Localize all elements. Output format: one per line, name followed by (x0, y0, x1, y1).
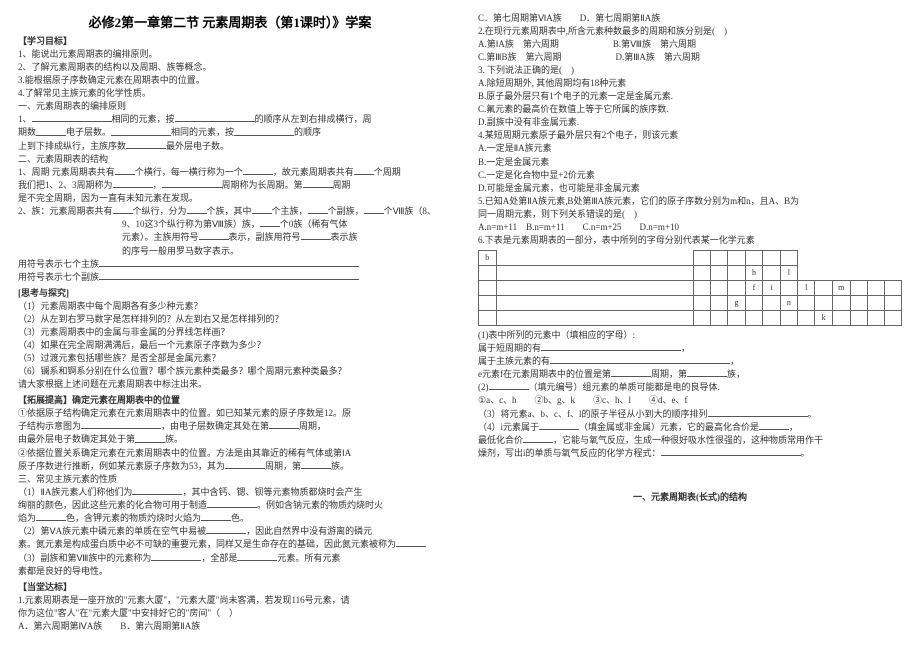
prop-2: 绚丽的颜色，因此这些元素的化合物可用于制造。例如含钠元素的物质灼烧时火 (18, 499, 442, 512)
opt-c9: D.副族中没有非金属元素. (478, 116, 902, 129)
ext-1: ①依据原子结构确定元素在元素周期表中的位置。如已知某元素的原子序数是12。原 (18, 407, 442, 420)
sub-9: 最低化合价，它能与氧气反应，生成一种很好吸水性很强的，这种物质常用作干 (478, 434, 902, 447)
para-r2: 9、10这3个纵行称为第Ⅷ族）族，个0族（稀有气体 (18, 218, 442, 231)
sub-10: 燥剂，写出i的单质与氧气反应的化学方程式：。 (478, 447, 902, 460)
ext-3: 由最外层电子数确定其处于第族。 (18, 433, 442, 446)
cell-l2: l (798, 280, 815, 295)
cell-i: i (763, 280, 780, 295)
quiz-5a: 5.已知A处第ⅡA族元素,B处第ⅢA族元素，它们的原子序数分别为m和n，且A、B… (478, 195, 902, 208)
prop-3: 焰为色，含钾元素的物质灼烧时火焰为色。 (18, 512, 442, 525)
page-title: 必修2第一章第二节 元素周期表（第1课时）》学案 (18, 12, 442, 31)
sub-3: 属于主族元素的有， (478, 355, 902, 368)
cell-k: k (815, 310, 833, 325)
prop-4: （2）第ⅤA族元素中磷元素的单质在空气中易被，因此自然界中没有游离的磷元 (18, 525, 442, 538)
ext-5: 原子序数进行推断，例如某元素原子序数为53，其为周期，第族。 (18, 460, 442, 473)
cell-h: h (745, 265, 763, 280)
opt-c11: A.一定是ⅡA族元素 (478, 142, 902, 155)
opt-c8: C.氟元素的最高价在数值上等于它所属的族序数. (478, 103, 902, 116)
sub-7: （3）将元素a、b、c、f、l的原子半径从小到大的顺序排列。 (478, 408, 902, 421)
cell-f: f (745, 280, 763, 295)
opt-c7: B.原子最外层只有1个电子的元素一定是金属元素. (478, 90, 902, 103)
cell-b: b (479, 250, 497, 265)
sub-1: (1)表中所列的元素中（填相应的字母）: (478, 329, 902, 342)
quiz-4: 4.某短周期元素原子最外层只有2个电子，则该元素 (478, 129, 902, 142)
heading-goals: 【学习目标】 (18, 35, 442, 48)
sub-4: e元素f在元素周期表中的位置是第周期，第族， (478, 368, 902, 381)
para-q1: 1、周期 元素周期表共有个横行，每一横行称为一个，故元素周期表共有个周期 (18, 166, 442, 179)
para-q3: 是不完全周期，因为一直有未知元素在发现。 (18, 192, 442, 205)
heading-extend: 【拓展提高】确定元素在周期表中的位置 (18, 394, 442, 407)
think-5: （5）过渡元素包括哪些族？是否全部是金属元素？ (18, 352, 442, 365)
goal-4: 4.了解常见主族元素的化学性质。 (18, 87, 442, 100)
prop-6: （3）副族和第Ⅷ族中的元素称为，全部是元素。所有元素 (18, 552, 442, 565)
opt-c14: D.可能是金属元素，也可能是非金属元素 (478, 182, 902, 195)
opt-c4: C.第ⅢB族 第六周期 D.第ⅢA族 第六周期 (478, 51, 902, 64)
quiz-1c: A．第六周期第ⅣA族 B．第六周期第ⅡA族 (18, 620, 442, 633)
para-r1: 2、族：元素周期表共有个纵行，分为个族，其中个主族，个副族，个Ⅷ族（8、 (18, 205, 442, 218)
think-1: （1）元素周期表中每个周期各有多少种元素？ (18, 300, 442, 313)
opt-c6: A.除短周期外, 其他周期均有18种元素 (478, 77, 902, 90)
prop-7: 素都是良好的导电性。 (18, 565, 442, 578)
goal-2: 2、了解元素周期表的结构以及周期、族等概念。 (18, 61, 442, 74)
para-1: 1、相同的元素，按的顺序从左到右排成横行，周 (18, 113, 442, 126)
cell-m: m (832, 280, 850, 295)
think-2: （2）从左到右罗马数字是怎样排列的？从左到右又是怎样排列的？ (18, 313, 442, 326)
symbols-sub: 用符号表示七个副族 (18, 271, 442, 284)
think-4: （4）如果在完全周期满满后，最后一个元素原子序数为多少？ (18, 339, 442, 352)
opt-c12: B.一定是金属元素 (478, 156, 902, 169)
opt-c17: A.n=m+11 B.n=m+11 C.n=m+25 D.n=m+10 (478, 221, 902, 234)
goal-1: 1、能说出元素周期表的编排原则。 (18, 48, 442, 61)
sub-8: （4）i元素属于（填金属或非金属）元素，它的最高化合价是， (478, 421, 902, 434)
opt-c3: A.第ⅠA族 第六周期 B.第Ⅷ族 第六周期 (478, 38, 902, 51)
heading-dadang: 【当堂达标】 (18, 581, 442, 594)
para-q2: 我们把1、2、3周期称为，周期称为长周期。第周期 (18, 179, 442, 192)
cell-g: g (728, 295, 746, 310)
ext-2: 子结构示意图为，由电子层数确定其处在第周期， (18, 420, 442, 433)
para-r3: 元素）。主族用符号表示，副族用符号表示族 (18, 231, 442, 244)
quiz-1b: 你为这位"客人"在"元素大厦"中安排好它的"房间"（ ） (18, 607, 442, 620)
opt-c1: C．第七周期第ⅥA族 D．第七周期第ⅡA族 (478, 12, 902, 25)
heading-think: [思考与探究] (18, 287, 442, 300)
heading-one: 一、元素周期表的编排原则 (18, 100, 442, 113)
quiz-5b: 同一周期元素，则下列关系错误的是( ) (478, 208, 902, 221)
para-r4: 的序号一般用罗马数字表示。 (18, 245, 442, 258)
sub-6: ①a、c、h ②b、g、k ③c、h、l ④d、e、f (478, 394, 902, 407)
heading-two: 二、元素周期表的结构 (18, 153, 442, 166)
quiz-2: 2.在现行元素周期表中,所含元素种数最多的周期和族分别是( ) (478, 25, 902, 38)
prop-1: （1）ⅡA族元素人们称他们为，其中含钙、锶、钡等元素物质都烧时会产生 (18, 486, 442, 499)
quiz-1a: 1.元素周期表是一座开放的"元素大厦"，"元素大厦"尚未客满，若发现116号元素… (18, 594, 442, 607)
opt-c13: C.一定是化合物中显+2价元素 (478, 169, 902, 182)
think-6: （6）镧系和锕系分别在什么位置？哪个族元素种类最多？哪个周期元素种类最多？ (18, 365, 442, 378)
sub-2: 属于短周期的有， (478, 342, 902, 355)
para-3: 上到下排成纵行，主族序数最外层电子数。 (18, 140, 442, 153)
symbols-main: 用符号表示七个主族 (18, 258, 442, 271)
sub-5: (2)（填元编号）组元素的单质可能都是电的良导体. (478, 381, 902, 394)
prop-5: 素。氮元素是构成蛋白质中必不可缺的重要元素，同样又是生命存在的基础，因此氮元素被… (18, 538, 442, 551)
quiz-6: 6.下表是元素周期表的一部分，表中所列的字母分别代表某一化学元素 (478, 234, 902, 247)
heading-three: 三、常见主族元素的性质 (18, 473, 442, 486)
think-3: （3）元素周期表中的金属与非金属的分界线怎样画？ (18, 326, 442, 339)
think-7: 请大家根据上述问题在元素周期表中标注出来。 (18, 378, 442, 391)
cell-l: l (780, 265, 798, 280)
para-2: 期数电子层数。相同的元素，按的顺序 (18, 126, 442, 139)
footer-title: 一、元素周期表(长式)的结构 (478, 490, 902, 503)
ext-4: ②依据位置关系确定元素在元素周期表中的位置。方法是由其靠近的稀有气体或第ⅠA (18, 447, 442, 460)
periodic-table-fragment: b h l fi l m g n k (478, 250, 902, 326)
quiz-3: 3. 下列说法正确的是( ) (478, 64, 902, 77)
goal-3: 3.能根据原子序数确定元素在周期表中的位置。 (18, 74, 442, 87)
cell-n: n (780, 295, 798, 310)
